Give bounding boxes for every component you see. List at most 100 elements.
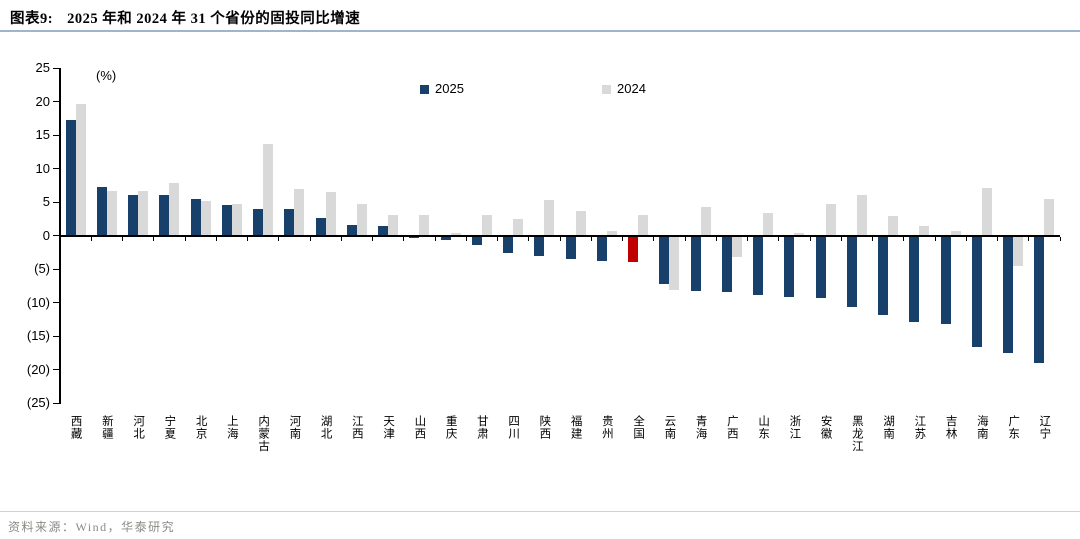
bar-2025-湖南 — [878, 235, 889, 316]
x-tick — [465, 236, 467, 241]
bar-2025-黑龙江 — [846, 235, 857, 307]
bar-2024-山东 — [763, 212, 774, 236]
x-category-label: 西藏 — [69, 415, 82, 440]
x-tick — [622, 236, 623, 241]
bar-2024-湖南 — [888, 216, 899, 236]
x-category-label: 海南 — [975, 415, 988, 440]
y-tick — [53, 134, 60, 136]
footer-divider — [0, 511, 1080, 512]
legend-label-2024: 2024 — [617, 81, 646, 96]
bar-2025-浙江 — [784, 235, 795, 298]
x-tick — [247, 236, 248, 241]
bar-2024-天津 — [388, 215, 399, 236]
bar-2024-青海 — [700, 207, 711, 236]
bar-2024-西藏 — [75, 104, 86, 236]
x-category-label: 上海 — [225, 415, 238, 440]
x-category-label: 山东 — [757, 415, 770, 440]
x-category-label: 四川 — [507, 415, 520, 440]
y-axis-unit-label: (%) — [96, 68, 117, 83]
bar-2024-云南 — [669, 235, 680, 290]
bar-2025-辽宁 — [1034, 235, 1045, 364]
source-note: 资料来源：Wind，华泰研究 — [8, 520, 176, 534]
bar-2024-内蒙古 — [263, 144, 274, 236]
x-category-label: 贵州 — [600, 415, 613, 440]
y-tick-label: (15) — [26, 328, 50, 343]
x-tick — [590, 236, 592, 241]
bar-2024-上海 — [231, 204, 242, 236]
x-tick — [684, 236, 686, 241]
title-text: 2025 年和 2024 年 31 个省份的固投同比增速 — [67, 11, 361, 27]
bar-2024-河北 — [138, 190, 149, 236]
y-tick — [53, 67, 60, 69]
bar-2025-山东 — [753, 235, 764, 296]
x-tick — [559, 236, 561, 241]
bar-2024-甘肃 — [481, 214, 492, 236]
bar-2025-上海 — [221, 205, 232, 236]
y-tick-label: 25 — [35, 60, 50, 75]
y-tick — [53, 235, 60, 236]
bar-2025-宁夏 — [159, 194, 170, 236]
bar-2025-天津 — [378, 226, 389, 236]
y-tick — [53, 201, 60, 203]
y-tick-label: 5 — [42, 194, 50, 209]
bar-2024-海南 — [981, 187, 992, 236]
x-category-label: 宁夏 — [163, 415, 176, 440]
y-tick — [53, 335, 60, 337]
bar-2025-全国 — [628, 235, 639, 263]
x-tick — [497, 236, 498, 241]
x-tick — [278, 236, 280, 241]
bar-2025-甘肃 — [471, 235, 482, 245]
bar-2025-海南 — [971, 235, 982, 348]
x-tick — [715, 236, 717, 241]
y-tick-label: (10) — [26, 294, 50, 310]
y-tick — [53, 369, 60, 370]
x-tick — [997, 236, 998, 241]
bar-2024-广西 — [731, 235, 742, 257]
bar-2024-福建 — [575, 210, 586, 236]
x-category-label: 新疆 — [100, 415, 113, 440]
bar-2025-湖北 — [315, 218, 326, 236]
bar-2025-北京 — [190, 198, 201, 236]
x-tick — [309, 236, 311, 241]
x-category-label: 天津 — [382, 415, 395, 440]
x-category-label: 广西 — [725, 415, 738, 440]
title-divider — [0, 0, 1080, 32]
x-tick — [1059, 236, 1061, 241]
x-tick — [840, 236, 842, 241]
x-category-label: 甘肃 — [475, 415, 488, 440]
bar-2025-广西 — [721, 235, 732, 293]
y-tick-label: 10 — [35, 160, 50, 176]
bar-2024-宁夏 — [169, 182, 180, 236]
bar-2025-新疆 — [96, 187, 107, 236]
x-category-label: 重庆 — [444, 415, 457, 440]
x-category-label: 山西 — [413, 415, 426, 440]
x-category-label: 江苏 — [913, 415, 926, 440]
x-tick — [528, 236, 530, 241]
bar-2024-四川 — [513, 219, 524, 236]
x-axis-zero-line — [60, 235, 1060, 237]
bar-2025-重庆 — [440, 235, 451, 240]
bar-2025-河南 — [284, 208, 295, 236]
bar-2024-新疆 — [106, 190, 117, 236]
x-category-label: 河北 — [132, 415, 145, 440]
y-tick — [53, 268, 60, 270]
figure-label: 图表9: — [10, 11, 54, 27]
x-category-label: 云南 — [663, 415, 676, 440]
x-tick — [340, 236, 342, 241]
x-category-label: 安徽 — [819, 415, 832, 440]
legend-item-2024: 2024 — [602, 81, 646, 96]
x-tick — [434, 236, 436, 241]
x-category-label: 全国 — [632, 415, 645, 440]
x-category-label: 浙江 — [788, 415, 801, 440]
x-tick — [59, 236, 61, 241]
bar-2024-全国 — [638, 215, 649, 236]
bar-2024-浙江 — [794, 233, 805, 236]
x-tick — [809, 236, 811, 241]
bar-2024-辽宁 — [1044, 198, 1055, 236]
bar-2024-河南 — [294, 188, 305, 236]
x-category-label: 青海 — [694, 415, 707, 440]
x-category-label: 黑龙江 — [850, 415, 863, 453]
x-category-label: 北京 — [194, 415, 207, 440]
legend-swatch-2025 — [420, 84, 429, 94]
y-tick-label: (20) — [26, 361, 50, 377]
